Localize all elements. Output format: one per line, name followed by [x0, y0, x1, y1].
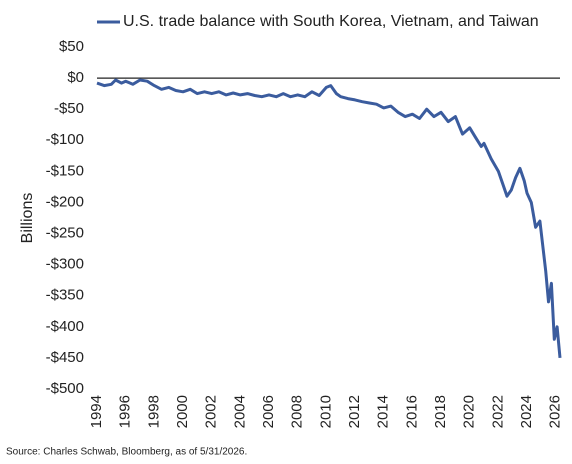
x-tick-label: 2010 — [317, 395, 334, 428]
x-tick-label: 2012 — [346, 395, 363, 428]
y-tick-label: -$50 — [54, 100, 84, 117]
y-tick-label: -$300 — [46, 256, 84, 273]
x-tick-label: 1998 — [145, 395, 162, 428]
x-tick-label: 2016 — [403, 395, 420, 428]
x-tick-label: 2006 — [260, 395, 277, 428]
y-tick-label: $0 — [67, 69, 84, 86]
y-tick-label: -$150 — [46, 162, 84, 179]
y-tick-label: -$200 — [46, 193, 84, 210]
x-tick-label: 1996 — [117, 395, 134, 428]
y-tick-label: -$350 — [46, 287, 84, 304]
x-tick-label: 2026 — [547, 395, 564, 428]
x-tick-label: 2020 — [461, 395, 478, 428]
x-tick-label: 2000 — [174, 395, 191, 428]
legend-label: U.S. trade balance with South Korea, Vie… — [123, 13, 539, 30]
x-tick-label: 2002 — [203, 395, 220, 428]
x-tick-label: 2014 — [375, 395, 392, 428]
y-axis-label: Billions — [19, 193, 36, 244]
x-tick-label: 2022 — [489, 395, 506, 428]
x-tick-label: 2018 — [432, 395, 449, 428]
y-tick-label: -$250 — [46, 225, 84, 242]
x-tick-label: 2004 — [231, 395, 248, 428]
y-tick-label: $50 — [59, 38, 84, 55]
y-tick-label: -$450 — [46, 349, 84, 366]
data-line — [96, 78, 562, 359]
x-tick-label: 2008 — [289, 395, 306, 428]
source-note: Source: Charles Schwab, Bloomberg, as of… — [6, 447, 247, 458]
y-tick-label: -$100 — [46, 131, 84, 148]
x-tick-label: 1994 — [88, 395, 105, 428]
y-tick-label: -$400 — [46, 318, 84, 335]
y-tick-label: -$500 — [46, 380, 84, 397]
x-tick-label: 2024 — [518, 395, 535, 428]
